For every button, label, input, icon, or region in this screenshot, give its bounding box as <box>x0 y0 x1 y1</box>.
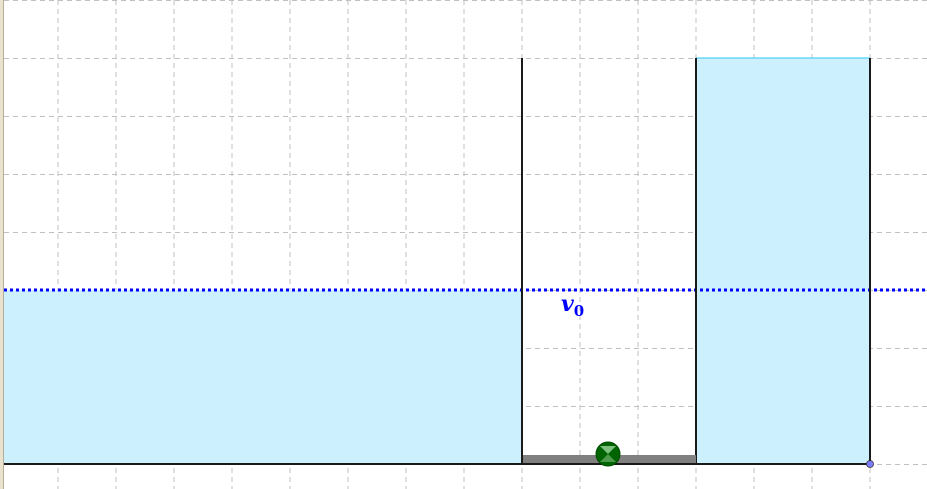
v0-subscript: 0 <box>574 302 584 320</box>
graphics-view-border <box>0 0 4 489</box>
valve-handle-icon[interactable] <box>595 441 621 467</box>
point-icon[interactable] <box>866 460 874 468</box>
right-tank-water <box>696 58 870 464</box>
v0-label: v0 <box>561 291 584 320</box>
left-tank-water <box>4 290 522 464</box>
